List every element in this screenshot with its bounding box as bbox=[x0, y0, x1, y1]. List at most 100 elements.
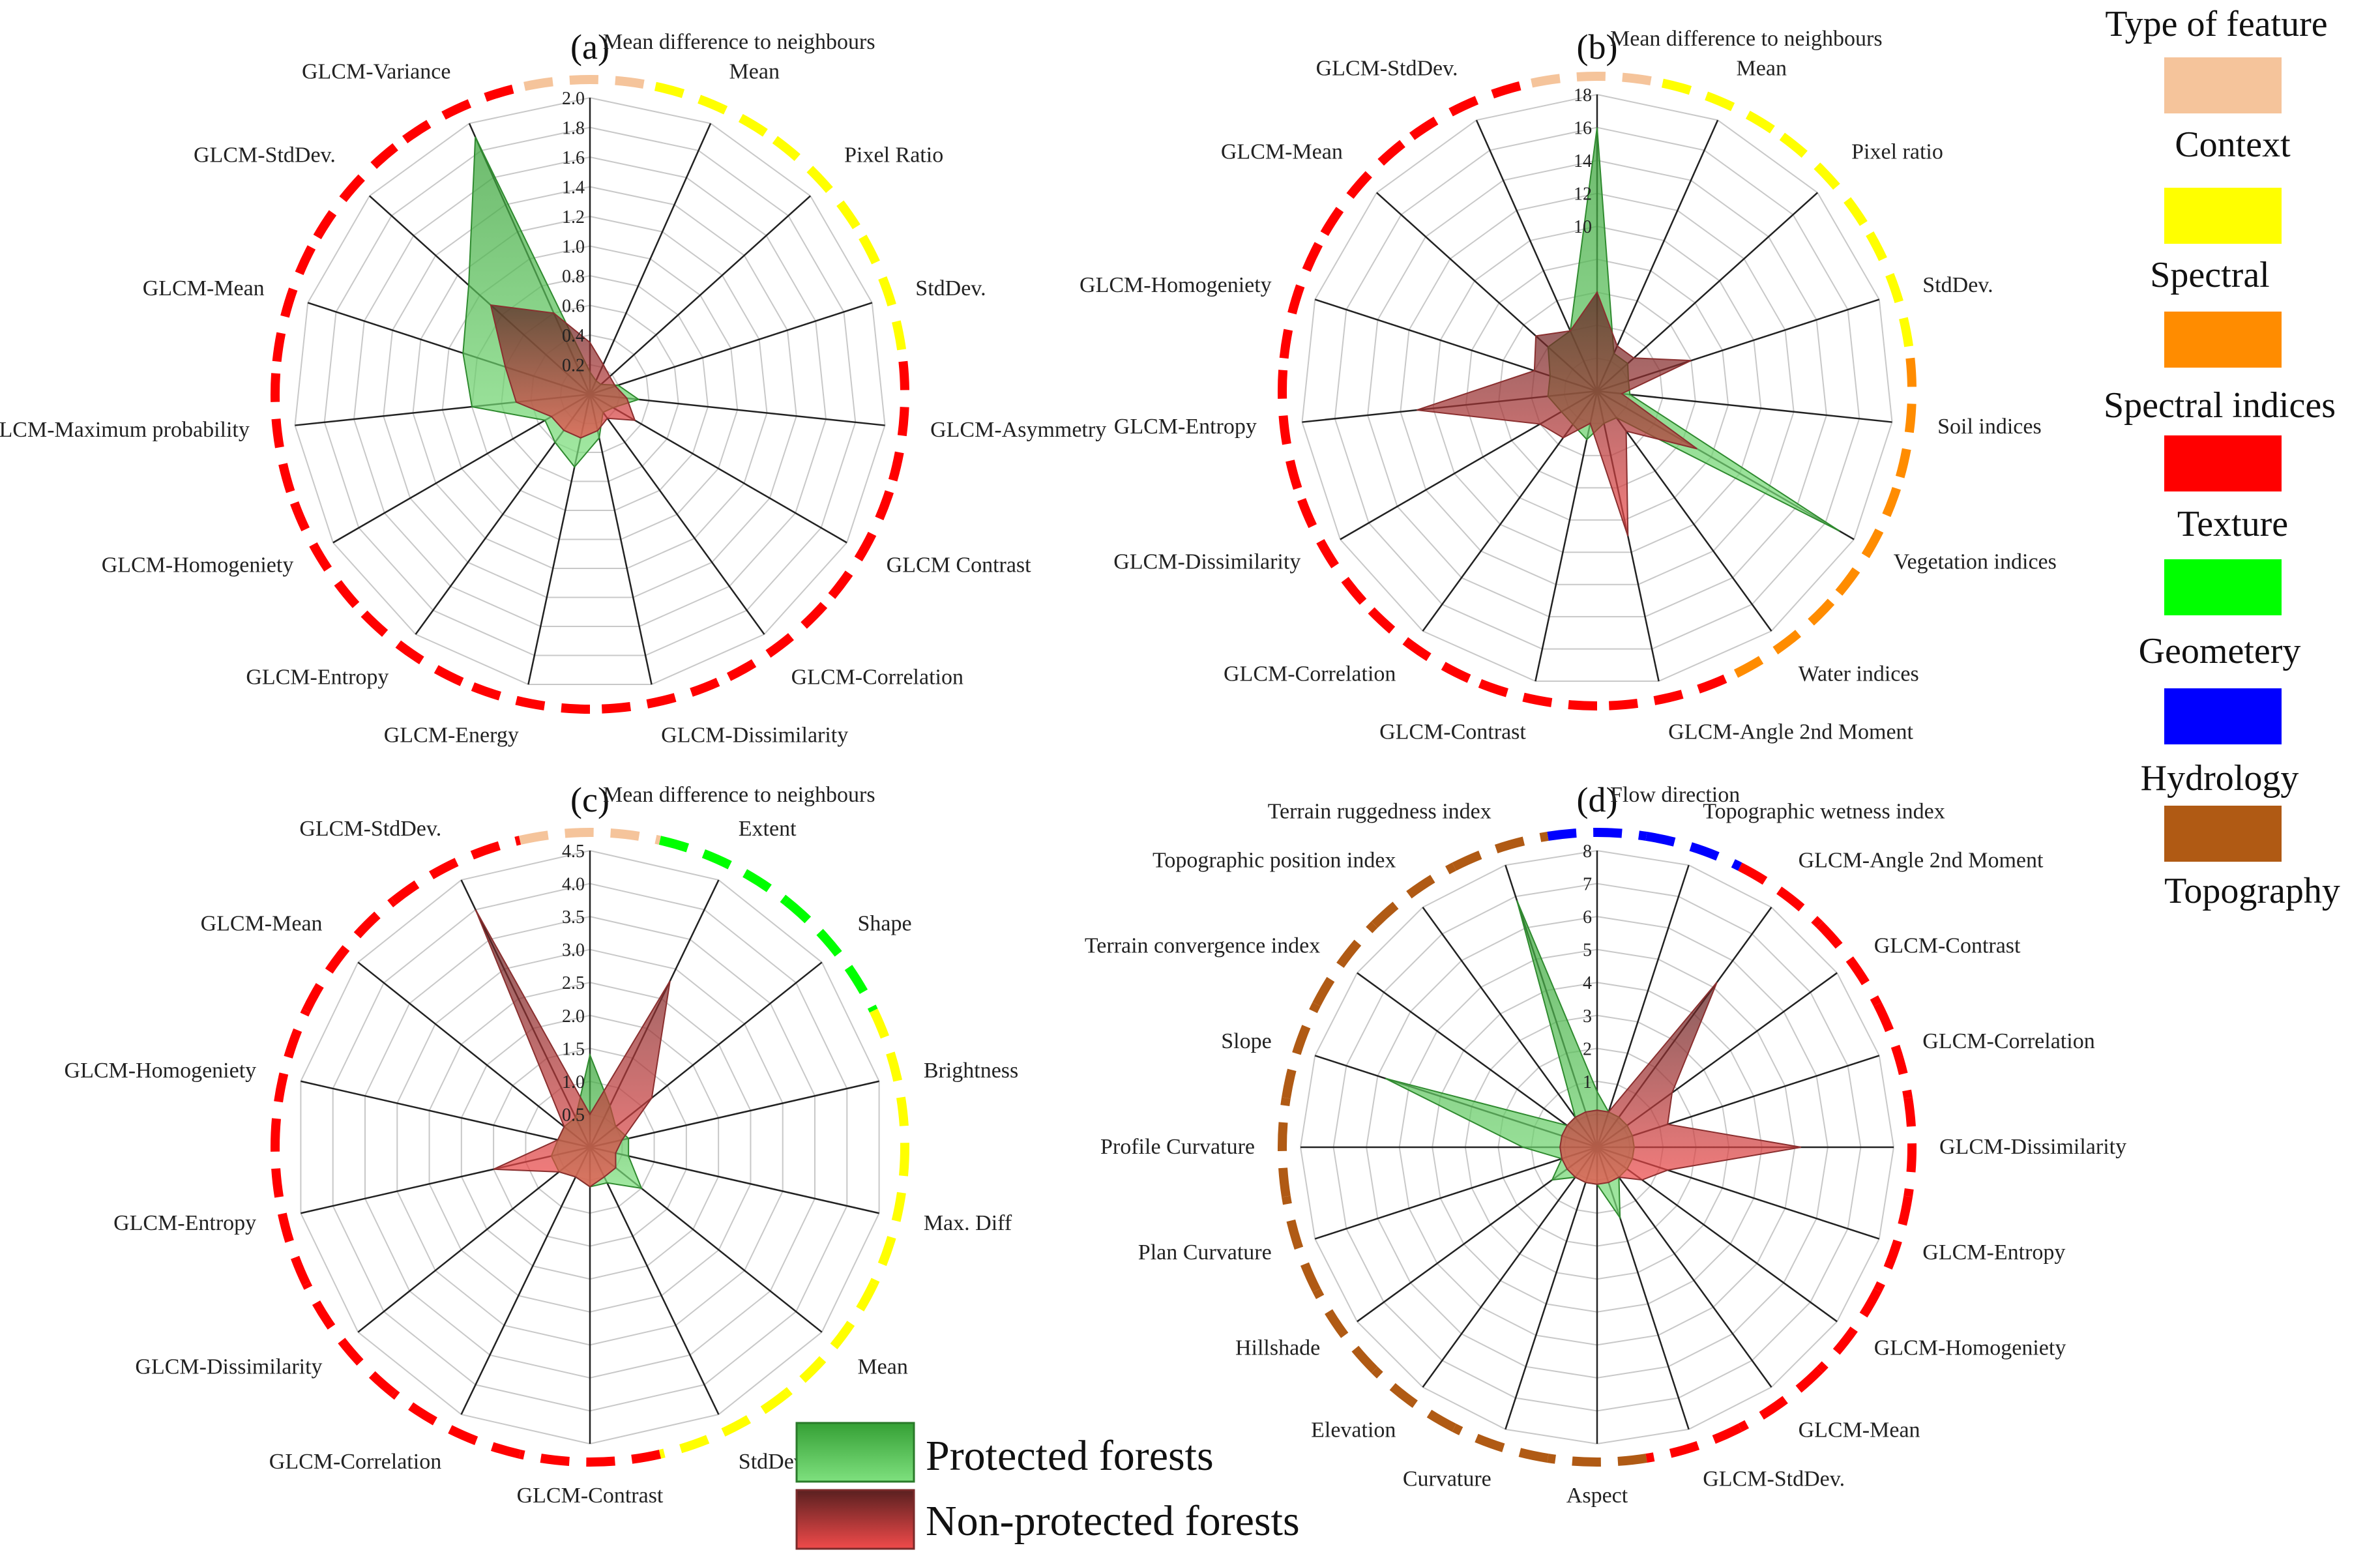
axis-label: Water indices bbox=[1799, 662, 1919, 686]
axis-spoke bbox=[357, 1147, 591, 1333]
radar-grid bbox=[294, 96, 886, 686]
axis-label: Mean difference to neighbours bbox=[1610, 27, 1883, 51]
axis-label: GLCM-Correlation bbox=[1922, 1029, 2094, 1053]
axis-label: GLCM-Homogeniety bbox=[65, 1059, 257, 1083]
grid-ring bbox=[441, 245, 739, 540]
series-area-nonprotected bbox=[490, 304, 636, 439]
grid-ring bbox=[353, 156, 827, 628]
category-ring-segment bbox=[783, 897, 878, 1013]
category-ring-segment bbox=[654, 81, 778, 143]
category-ring-segment bbox=[1293, 487, 1367, 605]
axis-label: GLCM-Contrast bbox=[1379, 720, 1526, 744]
axis-label: GLCM-Homogeniety bbox=[1874, 1336, 2066, 1360]
axis-spoke bbox=[357, 961, 591, 1148]
category-ring-segment bbox=[1359, 598, 1471, 683]
axis-label: Terrain ruggedness index bbox=[1268, 800, 1491, 824]
tick-label: 0.2 bbox=[562, 356, 585, 376]
panel-label: (d) bbox=[1577, 780, 1618, 819]
tick-label: 1.5 bbox=[562, 1039, 585, 1059]
tick-label: 1.0 bbox=[562, 1072, 585, 1092]
category-ring-segment bbox=[518, 828, 662, 845]
type-legend-title: Type of feature bbox=[2105, 4, 2327, 44]
axis-label: Max. Diff bbox=[924, 1211, 1012, 1235]
category-ring-segment bbox=[859, 235, 908, 362]
grid-ring bbox=[1400, 192, 1795, 585]
axis-label: GLCM-Contrast bbox=[1874, 933, 2021, 958]
grid-ring bbox=[1432, 226, 1762, 553]
axis-label: GLCM-Dissimilarity bbox=[135, 1355, 322, 1379]
tick-label: 16 bbox=[1574, 119, 1592, 139]
category-ring-segment bbox=[302, 1281, 397, 1398]
axis-label: GLCM-Homogeniety bbox=[102, 553, 294, 578]
axis-label: Topographic wetness index bbox=[1703, 800, 1945, 824]
tick-label: 2.5 bbox=[562, 973, 585, 993]
axis-label: GLCM-StdDev. bbox=[1703, 1467, 1845, 1491]
tick-label: 10 bbox=[1574, 217, 1592, 237]
axis-label: GLCM-Homogeniety bbox=[1080, 273, 1272, 297]
axis-label: GLCM-Entropy bbox=[246, 666, 389, 690]
category-ring-segment bbox=[869, 1008, 909, 1148]
tick-label: 7 bbox=[1583, 875, 1592, 895]
category-ring-segment bbox=[1278, 1097, 1291, 1197]
axis-label: Profile Curvature bbox=[1100, 1135, 1255, 1159]
grid-ring bbox=[1367, 160, 1827, 618]
axis-label: GLCM-Dissimilarity bbox=[661, 724, 848, 748]
category-ring-segment bbox=[1282, 1002, 1321, 1099]
axis-spoke bbox=[589, 394, 765, 635]
radar-panel-b: (b) 10 12 14 16 18 Mean difference to neighbou… bbox=[1080, 27, 2057, 744]
axis-label: Shape bbox=[857, 912, 911, 936]
axis-label: GLCM Contrast bbox=[887, 553, 1032, 578]
category-ring-segment bbox=[783, 1281, 878, 1398]
axis-label: StdDev. bbox=[915, 276, 986, 300]
tick-label: 1.4 bbox=[562, 178, 585, 198]
axis-label: Mean bbox=[1737, 56, 1787, 80]
category-ring-segment bbox=[402, 81, 526, 143]
category-ring-segment bbox=[390, 836, 522, 905]
category-ring-segment bbox=[1738, 862, 1823, 928]
tick-label: 2.0 bbox=[562, 89, 585, 109]
grid-ring bbox=[1498, 291, 1696, 489]
legend-swatch-context bbox=[2164, 57, 2282, 113]
axis-spoke bbox=[589, 394, 653, 685]
tick-label: 8 bbox=[1583, 842, 1592, 862]
tick-label: 5 bbox=[1583, 941, 1592, 961]
category-ring-segment bbox=[1278, 357, 1302, 490]
axis-label: Mean bbox=[857, 1355, 907, 1379]
category-ring-segment bbox=[1371, 862, 1456, 928]
axis-label: GLCM-Contrast bbox=[517, 1484, 664, 1508]
axis-label: Pixel Ratio bbox=[844, 143, 943, 168]
axis-label: Topographic position index bbox=[1153, 848, 1396, 872]
axis-label: GLCM-Energy bbox=[384, 724, 519, 748]
tick-label: 2.0 bbox=[562, 1006, 585, 1027]
axis-label: Soil indices bbox=[1937, 415, 2042, 439]
tick-label: 2 bbox=[1583, 1039, 1592, 1059]
tick-label: 6 bbox=[1583, 907, 1592, 928]
category-ring-segment bbox=[286, 490, 360, 608]
legend-label-nonprotected: Non-protected forests bbox=[926, 1497, 1300, 1545]
category-ring-segment bbox=[716, 602, 828, 686]
category-ring-segment bbox=[352, 602, 464, 686]
category-ring-segment bbox=[1452, 832, 1549, 871]
legend-label-context: Context bbox=[2175, 124, 2291, 165]
axis-label: Mean difference to neighbours bbox=[603, 783, 875, 807]
legend-swatch-geometry bbox=[2164, 559, 2282, 615]
tick-label: 0.8 bbox=[562, 267, 585, 287]
category-ring-segment bbox=[869, 1147, 909, 1286]
axis-label: GLCM-StdDev. bbox=[194, 143, 336, 168]
axis-spoke bbox=[301, 1080, 591, 1149]
category-ring-segment bbox=[820, 490, 894, 608]
axis-label: GLCM-Mean bbox=[1799, 1418, 1920, 1443]
axis-label: Extent bbox=[739, 817, 797, 841]
axis-label: Plan Curvature bbox=[1138, 1240, 1272, 1265]
category-ring-segment bbox=[1779, 132, 1874, 237]
radar-panel-c: (c) 0.5 1.0 1.5 2.0 2.5 3.0 3.5 4.0 4.5 Mean diffe… bbox=[65, 780, 1019, 1508]
tick-label: 3 bbox=[1583, 1006, 1592, 1027]
axis-label: GLCM-Asymmetry bbox=[930, 418, 1106, 442]
category-ring-segment bbox=[460, 677, 591, 714]
axis-label: StdDev. bbox=[1922, 273, 1993, 297]
category-ring-segment bbox=[1371, 1366, 1456, 1432]
tick-label: 1.6 bbox=[562, 148, 585, 168]
legend-label-spectral-indices: Spectral indices bbox=[2104, 385, 2336, 426]
axis-label: GLCM-Angle 2nd Moment bbox=[1668, 720, 1913, 744]
category-ring-segment bbox=[1723, 598, 1835, 683]
